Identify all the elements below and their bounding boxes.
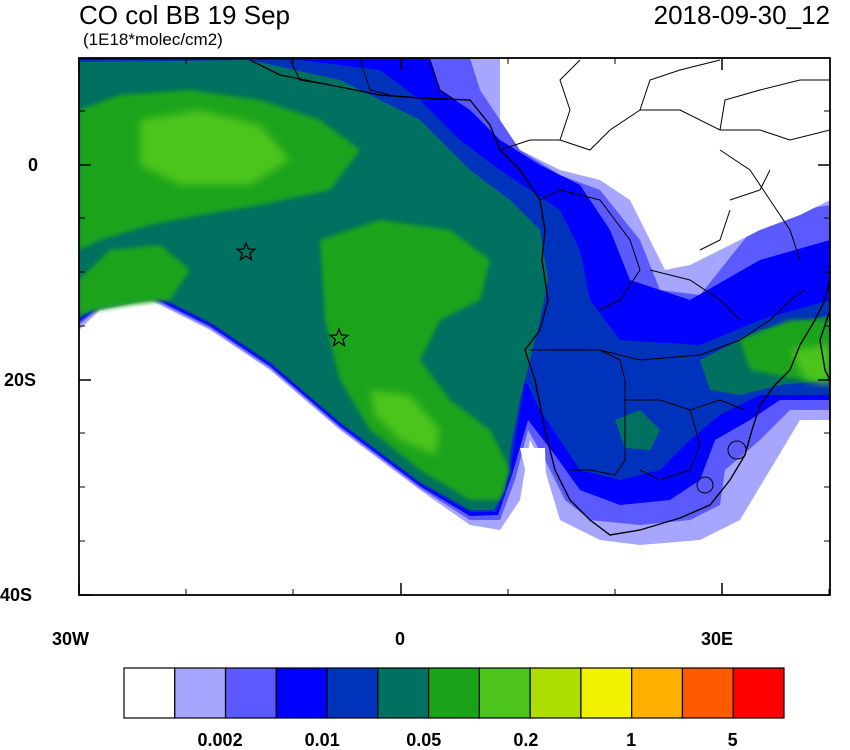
concentration-field [79, 58, 830, 595]
lat-label-0: 0 [28, 155, 39, 175]
colorbar-swatch-6 [428, 667, 480, 719]
band-green-light-b [370, 390, 440, 455]
colorbar-swatch-9 [580, 667, 633, 719]
colorbar-swatch-4 [326, 667, 379, 719]
ocean-bottom-white [500, 545, 830, 595]
colorbar-swatch-7 [478, 667, 531, 719]
lat-label-20s: 20S [4, 370, 37, 390]
colorbar-swatch-11 [681, 667, 734, 719]
band-green-light-a [140, 110, 290, 185]
colorbar-swatch-12 [732, 667, 785, 719]
cone-white [79, 305, 500, 595]
lon-label-0: 0 [395, 629, 406, 649]
event-markers [235, 241, 350, 348]
axis-ticks [78, 58, 830, 596]
lat-label-40s: 40S [0, 585, 33, 605]
band-teal-south [615, 410, 660, 450]
colorbar-swatch-1 [174, 667, 227, 719]
colorbar [123, 667, 785, 719]
map-timestamp: 2018-09-30_12 [653, 0, 830, 30]
star-marker-2 [328, 327, 350, 348]
africa-coastline [249, 59, 830, 536]
band-green-b [320, 220, 510, 500]
map-title: CO col BB 19 Sep [79, 0, 290, 30]
band-green-c [79, 245, 190, 315]
colorbar-label-3: 0.2 [513, 730, 539, 750]
madagascar-west [819, 309, 830, 381]
colorbar-swatch-2 [224, 667, 277, 719]
colorbar-swatch-0 [123, 667, 176, 719]
coastlines [249, 59, 830, 536]
colorbar-swatch-5 [377, 667, 430, 719]
band-green-light-c [790, 345, 830, 385]
colorbar-label-4: 1 [626, 730, 637, 750]
colorbar-swatch-10 [631, 667, 684, 719]
colorbar-swatch-8 [529, 667, 582, 719]
star-marker-1 [235, 241, 257, 262]
colorbar-label-2: 0.05 [406, 730, 442, 750]
lon-label-30e: 30E [701, 629, 734, 649]
land-white-wedge [520, 448, 548, 550]
country-borders [289, 59, 830, 494]
colorbar-swatch-3 [275, 667, 328, 719]
land-white-north [500, 58, 830, 270]
lon-label-30w: 30W [52, 629, 90, 649]
colorbar-label-1: 0.01 [304, 730, 340, 750]
colorbar-label-5: 5 [727, 730, 738, 750]
colorbar-label-0: 0.002 [197, 730, 243, 750]
units-label: (1E18*molec/cm2) [83, 30, 223, 49]
